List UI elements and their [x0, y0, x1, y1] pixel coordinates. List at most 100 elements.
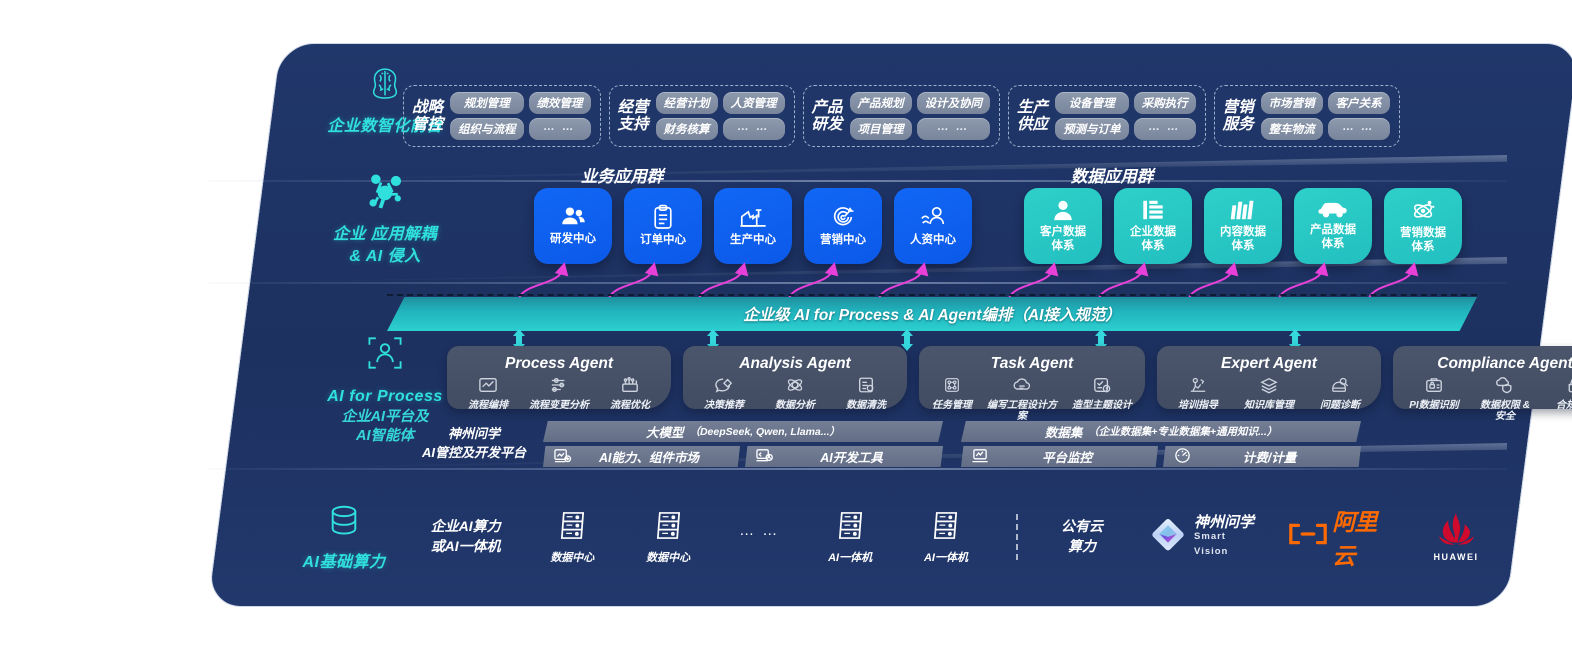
server-icon [931, 510, 960, 546]
database-icon [254, 501, 434, 546]
infra-node-dc-1[interactable]: 数据中心 [524, 510, 620, 565]
domain-tag-more[interactable]: … … [528, 118, 591, 140]
platform-billing-bar[interactable]: 计费/计量 [1163, 446, 1361, 467]
domain-tag[interactable]: 客户关系 [1327, 92, 1390, 114]
band-dashed-separator [387, 294, 1477, 296]
huawei-logo[interactable]: HUAWEI [1430, 512, 1482, 562]
agent-feature[interactable]: PI数据识别 [1403, 376, 1465, 411]
agent-feature[interactable]: 合规预警 [1545, 376, 1572, 411]
domain-box-operations[interactable]: 经营 支持 经营计划 人资管理 财务核算 … … [608, 85, 795, 147]
agent-card-task[interactable]: Task Agent 任务管理 [919, 346, 1145, 422]
agent-feature[interactable]: 流程变更分析 [528, 376, 590, 411]
domain-box-strategy[interactable]: 战略 管控 规划管理 绩效管理 组织与流程 … … [403, 85, 601, 147]
platform-ai-market-bar[interactable]: AI能力、组件市场 [543, 446, 741, 467]
data-card-enterprise[interactable]: 企业数据 体系 [1114, 188, 1192, 264]
domain-tag-more[interactable]: … … [1133, 118, 1196, 140]
rail-front-office: 企业数智化前台 [295, 63, 475, 138]
agent-feature[interactable]: 数据清洗 [835, 376, 897, 411]
agent-feature-label: 造型主题设计 [1072, 400, 1132, 411]
domain-tag[interactable]: 财务核算 [655, 118, 718, 140]
domain-tag[interactable]: 规划管理 [450, 92, 524, 114]
shenzhou-wenxue-logo[interactable]: 神州问学 Smart Vision [1148, 515, 1261, 560]
app-card-label: 生产中心 [730, 233, 776, 246]
rail-ai-compute: AI基础算力 [254, 501, 434, 574]
app-card-label: 营销中心 [820, 234, 866, 247]
infra-node-dc-2[interactable]: 数据中心 [620, 510, 716, 565]
agent-feature[interactable]: 问题诊断 [1309, 376, 1371, 411]
domain-tag-more[interactable]: … … [916, 118, 991, 140]
rail-label-1: AI基础算力 [302, 554, 386, 571]
design-check-icon [1092, 376, 1112, 399]
agent-card-compliance[interactable]: Compliance Agent PI数据识别 [1393, 346, 1572, 422]
agent-card-analysis[interactable]: Analysis Agent 决策推荐 [683, 346, 907, 411]
platform-bar-label: 计费/计量 [1242, 451, 1297, 465]
domain-box-production-supply[interactable]: 生产 供应 设备管理 采购执行 预测与订单 … … [1008, 85, 1206, 147]
app-card-order-center[interactable]: 订单中心 [624, 188, 702, 264]
agent-feature[interactable]: 培训指导 [1167, 376, 1229, 411]
domain-tag[interactable]: 设备管理 [1055, 92, 1129, 114]
app-card-hr-center[interactable]: 人资中心 [894, 188, 972, 264]
agent-feature[interactable]: 流程优化 [599, 376, 661, 411]
infra-node-label: 数据中心 [646, 551, 691, 564]
domain-tag[interactable]: 采购执行 [1133, 92, 1196, 114]
platform-dataset-bar[interactable]: 数据集 （企业数据集+专业数据集+通用知识...） [961, 421, 1361, 442]
agent-feature[interactable]: 造型主题设计 [1067, 376, 1137, 411]
agent-feature[interactable]: 数据分析 [764, 376, 826, 411]
agent-feature-label: 数据清洗 [846, 400, 886, 411]
platform-devtool-bar[interactable]: AI开发工具 [745, 446, 943, 467]
agent-feature-label: 任务管理 [932, 400, 972, 411]
infra-node-aio-1[interactable]: AI一体机 [802, 510, 898, 565]
agent-feature[interactable]: 流程编排 [457, 376, 519, 411]
business-card-row: 研发中心 订单中心 [534, 188, 972, 264]
domain-tag[interactable]: 绩效管理 [528, 92, 591, 114]
infra-node-label: AI一体机 [923, 551, 968, 564]
domain-tag[interactable]: 项目管理 [849, 118, 912, 140]
platform-monitor-bar[interactable]: 平台监控 [961, 446, 1159, 467]
board-content: 企业数智化前台 企业 应用解耦 & AI 侵入 [207, 43, 1572, 607]
platform-llm-label: 大模型 [645, 426, 684, 440]
domain-tag[interactable]: 市场营销 [1260, 92, 1323, 114]
list-settings-icon [549, 376, 569, 399]
platform-llm-bar[interactable]: 大模型 （DeepSeek, Qwen, Llama...） [543, 421, 943, 442]
brain-icon [295, 63, 475, 110]
agent-feature[interactable]: 编写工程设计方案 [983, 376, 1061, 422]
domain-tag[interactable]: 设计及协同 [916, 92, 991, 114]
domain-tag[interactable]: 整车物流 [1260, 118, 1323, 140]
data-card-customer[interactable]: 客户数据 体系 [1024, 188, 1102, 264]
building-icon [1141, 198, 1165, 222]
agent-feature-label: 决策推荐 [704, 400, 744, 411]
agent-feature[interactable]: 决策推荐 [693, 376, 755, 411]
infra-node-aio-2[interactable]: AI一体机 [898, 510, 994, 565]
infrastructure-row: 企业AI算力 或AI一体机 数据中心 [407, 503, 1482, 571]
domain-tag-more[interactable]: … … [722, 118, 785, 140]
aliyun-logo[interactable]: 阿里云 [1287, 503, 1396, 571]
app-card-rd-center[interactable]: 研发中心 [534, 188, 612, 264]
domain-tag[interactable]: 人资管理 [722, 92, 785, 114]
cloud-write-icon [1011, 376, 1033, 399]
data-card-content[interactable]: 内容数据 体系 [1204, 188, 1282, 264]
ai-orchestration-band[interactable]: 企业级 AI for Process & AI Agent编排（AI接入规范） [387, 294, 1477, 331]
agent-feature[interactable]: 任务管理 [927, 376, 977, 411]
domain-name: 战略 管控 [412, 98, 444, 133]
data-card-label: 产品数据 体系 [1310, 224, 1356, 250]
domain-tag[interactable]: 组织与流程 [450, 118, 524, 140]
agent-feature[interactable]: 数据权限 & 安全 [1474, 376, 1536, 422]
server-icon [558, 510, 587, 546]
domain-tag[interactable]: 预测与订单 [1055, 118, 1129, 140]
data-card-marketing[interactable]: 营销数据 体系 [1384, 188, 1462, 264]
domain-tag-more[interactable]: … … [1327, 118, 1390, 140]
agent-card-expert[interactable]: Expert Agent 培训指导 [1157, 346, 1381, 411]
app-card-production-center[interactable]: 生产中心 [714, 188, 792, 264]
agent-name: Analysis Agent [739, 355, 851, 372]
domain-box-marketing-service[interactable]: 营销 服务 市场营销 客户关系 整车物流 … … [1213, 85, 1400, 147]
domain-box-product-rd[interactable]: 产品 研发 产品规划 设计及协同 项目管理 … … [802, 85, 1001, 147]
domain-tag[interactable]: 经营计划 [655, 92, 718, 114]
agent-feature-label: 数据权限 & 安全 [1480, 400, 1530, 423]
rail-app-decouple: 企业 应用解耦 & AI 侵入 [295, 171, 475, 267]
data-card-product[interactable]: 产品数据 体系 [1294, 188, 1372, 264]
app-card-label: 人资中心 [910, 233, 956, 246]
app-card-marketing-center[interactable]: 营销中心 [804, 188, 882, 264]
agent-feature[interactable]: 知识库管理 [1238, 376, 1300, 411]
agent-card-process[interactable]: Process Agent 流程编排 [447, 346, 671, 411]
domain-tag[interactable]: 产品规划 [849, 92, 912, 114]
